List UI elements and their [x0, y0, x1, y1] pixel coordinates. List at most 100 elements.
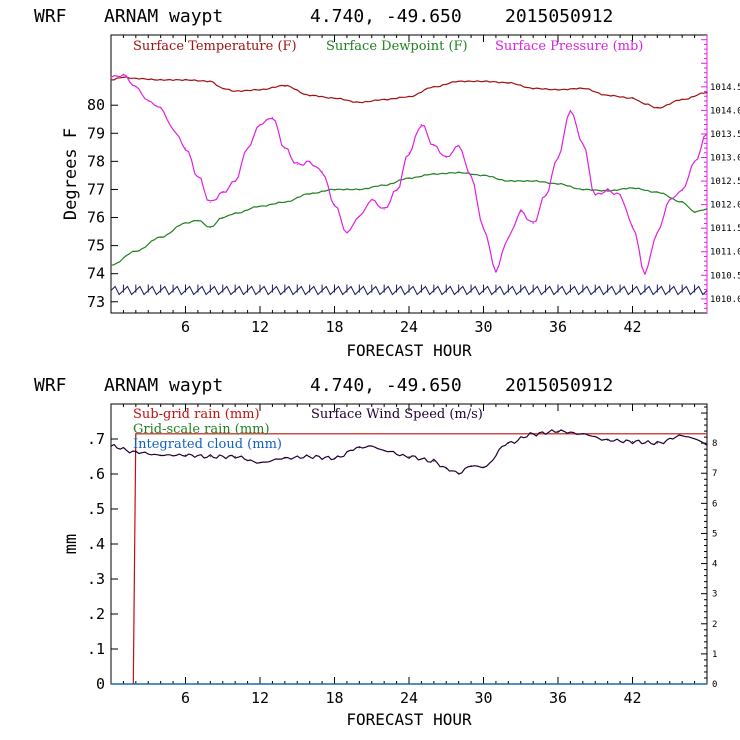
panel1-y-tick-label: 76: [87, 209, 105, 227]
panel1-header-init-time: 2015050912: [505, 6, 613, 27]
panel1-series-surface-pressure-mb-point: [681, 189, 683, 192]
panel1-x-tick-label: 30: [474, 318, 492, 336]
panel1-y-axis-label: Degrees F: [61, 128, 81, 220]
panel1-series-surface-temperature-f-point: [408, 96, 410, 98]
panel2-series-integrated-cloud-mm-point: [706, 683, 708, 685]
panel1-y2-tick-label: 1010.0: [710, 295, 740, 305]
panel2-x-tick-label: 18: [325, 689, 343, 707]
panel1-series-surface-temperature-f-point: [557, 89, 559, 91]
panel2-series-surface-wind-speed-m-s-point: [433, 460, 435, 462]
panel1-series-surface-pressure-mb-point: [321, 171, 323, 173]
panel1-series-surface-dewpoint-f-point: [184, 222, 187, 224]
panel1-series-surface-pressure-mb-point: [197, 175, 199, 177]
panel2-series-surface-wind-speed-m-s-point: [532, 433, 534, 435]
panel2-y2-tick-label: 3: [712, 590, 717, 600]
panel1-series-surface-pressure-mb-point: [160, 107, 162, 109]
panel2-series-sub-grid-rain-mm-point: [706, 433, 708, 435]
panel1-y2-tick-label: 1014.0: [710, 106, 740, 116]
panel2-series-surface-wind-speed-m-s-point: [656, 442, 658, 444]
panel1-series-surface-pressure-mb-point: [222, 192, 224, 194]
panel1-series-surface-temperature-f-point: [644, 103, 646, 105]
panel1-x-tick-label: 36: [549, 318, 567, 336]
panel1-series-surface-pressure-mb-point: [209, 201, 211, 203]
panel2-series-surface-wind-speed-m-s-point: [482, 466, 485, 468]
panel1-series-surface-dewpoint-f-point: [694, 211, 696, 213]
panel1-y-tick-label: 78: [87, 152, 105, 170]
panel1-series-surface-dewpoint-f-point: [110, 264, 112, 266]
panel2-x-tick-label: 6: [181, 689, 190, 707]
panel1-series-surface-pressure-mb-point: [507, 237, 509, 239]
panel1-series-surface-pressure-mb-point: [582, 142, 584, 144]
panel1-series-surface-dewpoint-f-point: [259, 205, 261, 207]
panel1-series-surface-temperature-f-point: [284, 84, 286, 87]
panel1-series-surface-dewpoint-f-point: [135, 250, 137, 252]
panel1-series-surface-pressure-mb-point: [458, 145, 460, 147]
panel1-series-surface-pressure-mb: [110, 73, 708, 275]
panel2-series-surface-wind-speed-m-s-point: [358, 447, 360, 449]
panel2-y2-tick-label: 0: [712, 680, 717, 690]
panel2-series-surface-wind-speed-m-s-point: [184, 454, 187, 456]
panel2-x-tick-label: 12: [251, 689, 269, 707]
panel1-x-tick-label: 42: [623, 318, 641, 336]
panel2-series-surface-wind-speed-m-s-point: [209, 456, 211, 458]
panel1-series-surface-pressure-mb-point: [420, 123, 422, 126]
panel1-series-surface-dewpoint-f-point: [197, 219, 199, 221]
panel1-series-surface-dewpoint-f: [110, 171, 708, 266]
panel1-y2-tick-label: 1014.5: [710, 83, 740, 93]
legend-grid-scale-rain: Grid-scale rain (mm): [133, 422, 270, 437]
panel1-y2-tick-label: 1010.5: [710, 271, 740, 281]
panel2-x-tick-label: 30: [474, 689, 492, 707]
panel1-x-tick-label: 12: [251, 318, 269, 336]
panel1-series-surface-pressure-mb-point: [110, 76, 112, 78]
panel2-series-surface-wind-speed-m-s-point: [333, 457, 336, 459]
panel1-series-surface-temperature-f-point: [135, 77, 137, 80]
panel1-series-surface-temperature-f-point: [656, 107, 658, 109]
panel1-series-surface-pressure-mb-point: [371, 199, 373, 201]
panel2-series-surface-wind-speed-m-s-point: [458, 472, 460, 474]
panel1-y-tick-label: 74: [87, 265, 105, 283]
panel1-series-surface-pressure-mb-point: [408, 152, 410, 154]
panel1-series-surface-pressure-mb-point: [619, 194, 621, 196]
panel1-series-surface-pressure-mb-point: [594, 194, 596, 196]
panel2-y-tick-label: .6: [87, 465, 105, 483]
panel1-series-surface-pressure-mb-point: [184, 147, 187, 149]
panel1-y-tick-label: 77: [87, 180, 105, 198]
panel1-header-station: ARNAM waypt: [104, 6, 223, 27]
panel1-series-surface-temperature-f-point: [507, 82, 509, 84]
panel2-series-surface-wind-speed-m-s-point: [445, 468, 447, 470]
legend-integrated-cloud: Integrated cloud (mm): [133, 437, 282, 452]
panel1-series-surface-pressure-mb-point: [433, 145, 435, 147]
panel1-series-surface-dewpoint-f-point: [482, 174, 485, 176]
legend-sub-grid-rain: Sub-grid rain (mm): [133, 407, 260, 422]
panel1-series-surface-temperature-f-point: [110, 79, 112, 81]
panel1-header-coords: 4.740, -49.650: [310, 6, 462, 27]
panel2-y2-tick-label: 5: [712, 529, 717, 539]
panel2-y-tick-label: .5: [87, 500, 105, 518]
panel1-series-surface-pressure-mb-point: [234, 180, 236, 182]
panel2-series-surface-wind-speed-m-s-point: [383, 450, 385, 452]
panel1-series-surface-pressure-mb-point: [470, 175, 472, 177]
panel2-series-surface-wind-speed-m-s-point: [234, 456, 236, 458]
panel2-series-surface-wind-speed-m-s-point: [706, 444, 708, 446]
panel1-series-surface-pressure-mb-point: [358, 215, 360, 217]
panel1-series-surface-dewpoint-f-point: [383, 184, 385, 186]
panel2-y-tick-label: 0: [96, 675, 105, 693]
panel1-series-surface-pressure-mb-point: [656, 232, 658, 234]
panel2-y2-tick-label: 6: [712, 499, 717, 509]
panel1-y-tick-label: 79: [87, 124, 105, 142]
panel2-series-surface-wind-speed-m-s-point: [582, 433, 584, 435]
panel1-series-surface-pressure-mb-point: [135, 86, 137, 88]
panel1-series-surface-pressure-mb-point: [706, 133, 708, 135]
panel1-series-surface-temperature-f-point: [222, 87, 224, 89]
panel1-series-surface-temperature-f-point: [160, 79, 162, 81]
panel1-y2-tick-label: 1011.5: [710, 224, 740, 234]
panel1-series-surface-temperature-f-point: [259, 89, 261, 91]
panel1-series-surface-dewpoint-f-point: [309, 193, 311, 195]
panel2-x-tick-label: 36: [549, 689, 567, 707]
panel1-series-surface-temperature-f-point: [532, 87, 534, 89]
panel1-series-surface-dewpoint-f-point: [582, 188, 584, 190]
panel1-series-surface-dewpoint-f-point: [458, 172, 460, 174]
panel1-series-surface-temperature-f-point: [358, 101, 360, 103]
panel1-series-surface-dewpoint-f-point: [681, 201, 683, 203]
